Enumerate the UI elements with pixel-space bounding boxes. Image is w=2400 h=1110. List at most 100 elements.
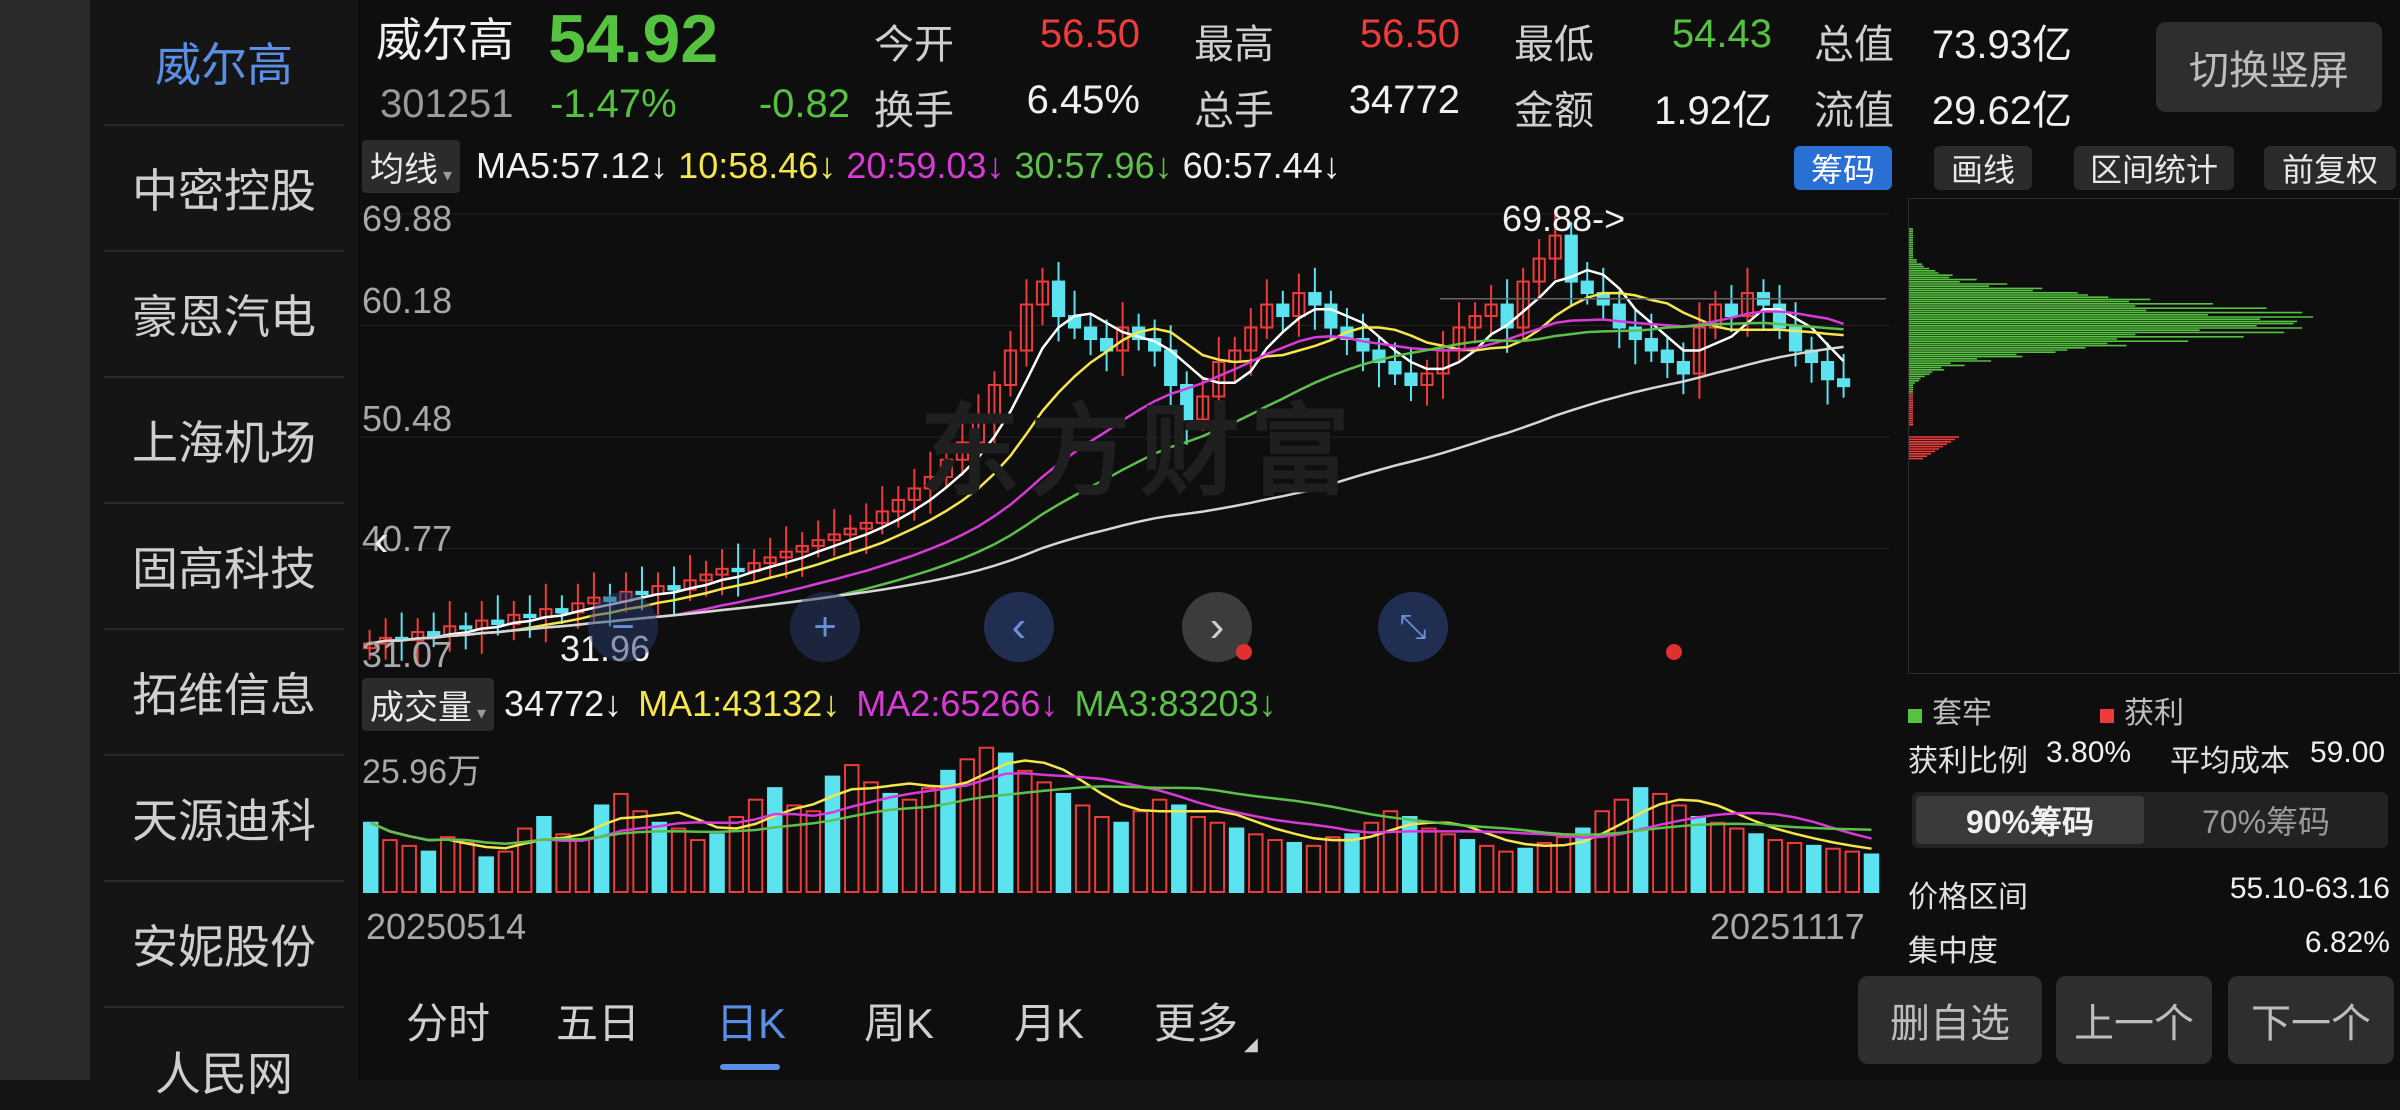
candle-body [1388, 361, 1402, 375]
sidebar-item-gugao[interactable]: 固高科技 [104, 504, 344, 630]
candle-body [987, 383, 1002, 421]
zoom-in-button[interactable]: + [790, 592, 860, 662]
candle-body [827, 533, 841, 542]
sidebar-item-weiergao[interactable]: 威尔高 [104, 0, 344, 126]
volume-bar [1267, 839, 1283, 893]
ma-selector[interactable]: 均线 ▾ [362, 139, 461, 193]
volume-chart[interactable] [360, 736, 1890, 896]
candle-body [1292, 292, 1306, 318]
volume-bar [882, 792, 898, 893]
dropdown-caret-icon: ▾ [472, 702, 487, 723]
event-dot[interactable] [1236, 644, 1252, 660]
stat-label-total-cap: 总值 [1814, 23, 1894, 67]
tab-weekly-k[interactable]: 周K [864, 1000, 935, 1047]
date-end: 20251117 [1710, 906, 1865, 947]
volume-bar [1363, 821, 1379, 893]
scroll-left-button[interactable]: ‹ [984, 592, 1054, 662]
tab-five-day[interactable]: 五日 [556, 1000, 641, 1047]
volume-ma-line [370, 771, 1872, 845]
volume-bar [690, 839, 706, 893]
candle-body [1740, 292, 1755, 318]
sidebar-item-tianyuan[interactable]: 天源迪科 [104, 756, 344, 882]
vol-ma1: MA1:43132↓ [638, 683, 841, 724]
candle-body [667, 585, 681, 591]
volume-bar [632, 810, 648, 893]
candle-body [955, 441, 970, 461]
previous-stock-button[interactable]: 上一个 [2056, 976, 2212, 1064]
sidebar-item-label: 安妮股份 [132, 921, 316, 973]
forward-adjust-button[interactable]: 前复权 [2264, 146, 2396, 190]
volume-bar [1036, 781, 1052, 894]
volume-selector[interactable]: 成交量 ▾ [362, 677, 495, 731]
candle-body [1500, 303, 1514, 329]
volume-indicator-bar: 成交量 ▾ 34772↓ MA1:43132↓ MA2:65266↓ MA3:8… [360, 676, 1900, 732]
volume-bar [651, 821, 668, 893]
candle-body [891, 498, 905, 513]
event-dot[interactable] [1666, 644, 1682, 660]
tab-chip-70[interactable]: 70%筹码 [2201, 804, 2331, 840]
candle-body [1180, 383, 1194, 421]
tab-intraday[interactable]: 分时 [406, 1000, 491, 1047]
volume-bar [824, 775, 841, 893]
date-start: 20250514 [366, 906, 527, 947]
candle-body [1644, 338, 1658, 352]
ma10-value: 10:58.46↓ [678, 145, 837, 186]
volume-bar [478, 856, 494, 893]
volume-bar [439, 836, 456, 893]
sidebar-item-zhongmi[interactable]: 中密控股 [104, 126, 344, 252]
volume-bar [1171, 804, 1187, 893]
volume-bar [767, 787, 783, 893]
volume-bar [1132, 810, 1149, 893]
volume-bar [670, 827, 687, 893]
candle-body [907, 487, 921, 501]
candle-body [1516, 280, 1530, 329]
candle-body [1676, 361, 1690, 375]
volume-bar [363, 821, 379, 893]
candle-body [1356, 338, 1370, 352]
range-stats-button[interactable]: 区间统计 [2074, 146, 2234, 190]
candle-body [555, 608, 569, 614]
volume-bar [709, 833, 725, 893]
next-stock-button[interactable]: 下一个 [2228, 976, 2394, 1064]
sidebar-item-renminwang[interactable]: 人民网 [104, 1008, 344, 1110]
candle-body [1532, 257, 1546, 283]
sidebar-item-haoen[interactable]: 豪恩汽电 [104, 252, 344, 378]
volume-bar [1209, 821, 1226, 893]
candle-body [1420, 372, 1434, 386]
sidebar-item-tuowei[interactable]: 拓维信息 [104, 630, 344, 756]
candle-body [1308, 292, 1322, 306]
zoom-out-button[interactable]: − [588, 592, 658, 662]
candle-body [1772, 303, 1787, 329]
volume-bar [1806, 844, 1822, 893]
candle-body [1564, 234, 1578, 283]
chip-button[interactable]: 筹码 [1794, 146, 1892, 190]
switch-portrait-button[interactable]: 切换竖屏 [2156, 22, 2382, 112]
tab-more[interactable]: 更多 [1154, 1000, 1239, 1047]
candle-body [843, 527, 857, 536]
stat-value-turnover: 6.45% [1026, 78, 1140, 122]
change-amount: -0.82 [758, 82, 850, 126]
volume-bar [997, 752, 1014, 893]
stat-value-open: 56.50 [1039, 12, 1140, 56]
candle-body [1580, 280, 1594, 295]
volume-bar [901, 798, 918, 893]
tab-daily-k[interactable]: 日K [716, 1000, 787, 1047]
tab-monthly-k[interactable]: 月K [1014, 1000, 1085, 1047]
sidebar-item-shanghai-airport[interactable]: 上海机场 [104, 378, 344, 504]
candle-body [1484, 303, 1498, 318]
volume-selector-label: 成交量 [370, 688, 472, 727]
candle-body [763, 556, 777, 565]
tab-chip-90[interactable]: 90%筹码 [1916, 796, 2144, 844]
collapse-button[interactable]: ⤡ [1378, 592, 1448, 662]
candle-body [1372, 349, 1386, 364]
draw-line-button[interactable]: 画线 [1934, 146, 2032, 190]
volume-bar [536, 816, 552, 893]
chevron-left-icon[interactable]: ‹ [374, 516, 389, 565]
candle-body [715, 567, 729, 576]
candle-body [1116, 326, 1130, 352]
sidebar-item-anni[interactable]: 安妮股份 [104, 882, 344, 1008]
remove-watchlist-button[interactable]: 删自选 [1858, 976, 2042, 1064]
ma-indicator-bar: 均线 ▾ MA5:57.12↓ 10:58.46↓ 20:59.03↓ 30:5… [360, 136, 1900, 196]
volume-bar [1074, 804, 1091, 893]
volume-bar [863, 781, 879, 894]
